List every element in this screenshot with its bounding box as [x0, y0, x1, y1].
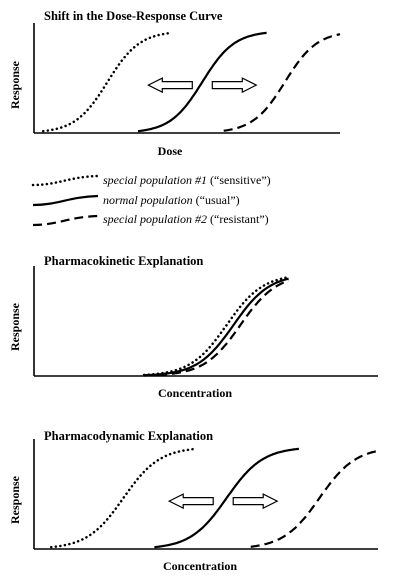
chart-pharmacodynamic: Pharmacodynamic Explanation Response Con…	[8, 429, 379, 573]
legend-swatch-dotted	[31, 174, 100, 187]
chart-pharmacokinetic: Pharmacokinetic Explanation Response Con…	[8, 254, 378, 400]
series-curve-resistant	[250, 449, 379, 548]
x-axis-label: Concentration	[163, 559, 237, 573]
legend-swatch-solid	[32, 194, 99, 207]
chart-dose-response-shift: Shift in the Dose-Response Curve Respons…	[8, 9, 341, 158]
legend-label-sensitive: special population #1	[103, 173, 207, 187]
x-axis-label: Dose	[158, 144, 183, 158]
legend-item-resistant: special population #2 (“resistant”)	[32, 212, 269, 227]
legend-note-normal: (“usual”)	[193, 193, 240, 207]
arrow-right-icon	[211, 77, 258, 94]
series-curve-sensitive	[142, 275, 290, 377]
series-curve-sensitive	[41, 31, 173, 133]
legend-note-sensitive: (“sensitive”)	[207, 173, 271, 187]
chart-title: Shift in the Dose-Response Curve	[44, 9, 223, 23]
legend-item-sensitive: special population #1 (“sensitive”)	[31, 173, 271, 187]
svg-text:special population #2 (“resist: special population #2 (“resistant”)	[103, 212, 269, 226]
legend-label-normal: normal population	[103, 193, 193, 207]
legend-item-normal: normal population (“usual”)	[32, 193, 240, 207]
x-axis-label: Concentration	[158, 386, 232, 400]
legend-note-resistant: (“resistant”)	[207, 212, 269, 226]
legend: special population #1 (“sensitive”) norm…	[31, 173, 271, 227]
legend-swatch-dashed	[32, 214, 99, 227]
series-curve-normal	[144, 277, 289, 377]
legend-label-resistant: special population #2	[103, 212, 207, 226]
series-curve-resistant	[144, 279, 289, 377]
chart-title: Pharmacokinetic Explanation	[44, 254, 203, 268]
series-curve-resistant	[223, 33, 341, 132]
arrow-right-icon	[232, 493, 279, 510]
arrow-left-icon	[146, 77, 193, 94]
series-curve-sensitive	[49, 447, 197, 549]
y-axis-label: Response	[8, 302, 22, 351]
y-axis-label: Response	[8, 475, 22, 524]
chart-title: Pharmacodynamic Explanation	[44, 429, 213, 443]
series-curve-normal	[137, 31, 267, 133]
arrow-left-icon	[167, 493, 214, 510]
svg-text:special population #1 (“sensit: special population #1 (“sensitive”)	[103, 173, 271, 187]
svg-text:normal population (“usual”): normal population (“usual”)	[103, 193, 240, 207]
series-curve-normal	[154, 447, 299, 549]
y-axis-label: Response	[8, 60, 22, 109]
